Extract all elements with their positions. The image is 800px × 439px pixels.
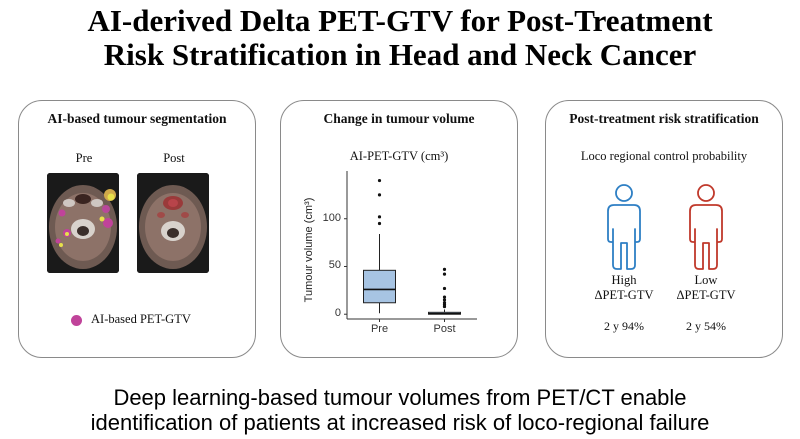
- outlier-point: [442, 295, 447, 299]
- panel-segmentation-title: AI-based tumour segmentation: [47, 111, 227, 126]
- group-high-value: 2 y 94%: [604, 319, 644, 333]
- x-tick-label: Post: [433, 323, 456, 335]
- chart-subtitle: AI-PET-GTV (cm³): [349, 149, 449, 163]
- group-low-value: 2 y 54%: [686, 319, 726, 333]
- legend-dot: [71, 315, 82, 326]
- pre-scan-image: [47, 173, 119, 273]
- title-line-2: Risk Stratification in Head and Neck Can…: [103, 37, 697, 72]
- group-low-label: Low ΔPET-GTV: [666, 273, 746, 303]
- outlier-point: [377, 221, 382, 226]
- risk-subtitle: Loco regional control probability: [580, 149, 748, 163]
- y-tick-label: 100: [322, 211, 341, 224]
- person-icon-low: [689, 184, 723, 270]
- outlier-point: [377, 215, 382, 219]
- y-tick-label: 50: [328, 259, 341, 272]
- panel-volume-title: Change in tumour volume: [323, 111, 475, 126]
- post-scan-graphic: [137, 173, 209, 273]
- group-low-metric: ΔPET-GTV: [676, 288, 736, 302]
- y-tick-label: 0: [334, 307, 341, 320]
- boxplot-chart: [344, 171, 477, 322]
- outlier-point: [442, 272, 447, 276]
- outlier-point: [442, 286, 447, 291]
- outlier-point: [442, 267, 447, 271]
- person-icon-high: [607, 184, 641, 270]
- outlier-point: [442, 298, 447, 302]
- x-tick-label: Pre: [370, 323, 389, 335]
- group-high-level: High: [611, 273, 637, 287]
- title-line-1: AI-derived Delta PET-GTV for Post-Treatm…: [87, 3, 713, 38]
- panel-volume-change: Change in tumour volume AI-PET-GTV (cm³)…: [280, 100, 518, 358]
- legend-label: AI-based PET-GTV: [91, 312, 191, 326]
- person-icons: [607, 184, 723, 270]
- outlier-point: [442, 301, 447, 305]
- footer-line-1: Deep learning-based tumour volumes from …: [113, 385, 687, 410]
- box-pre: [363, 269, 396, 304]
- main-title: AI-derived Delta PET-GTV for Post-Treatm…: [0, 4, 800, 72]
- footer-summary: Deep learning-based tumour volumes from …: [0, 385, 800, 435]
- group-low-level: Low: [694, 273, 718, 287]
- post-label: Post: [163, 151, 185, 165]
- footer-line-2: identification of patients at increased …: [90, 410, 710, 435]
- panel-risk-stratification: Post-treatment risk stratification Loco …: [545, 100, 783, 358]
- pre-label: Pre: [75, 151, 93, 165]
- pre-scan-graphic: [47, 173, 119, 273]
- post-scan-image: [137, 173, 209, 273]
- group-high-metric: ΔPET-GTV: [594, 288, 654, 302]
- panel-segmentation: AI-based tumour segmentation Pre Post: [18, 100, 256, 358]
- panel-risk-title: Post-treatment risk stratification: [569, 111, 759, 126]
- outlier-point: [377, 193, 382, 197]
- group-high-label: High ΔPET-GTV: [584, 273, 664, 303]
- outlier-point: [377, 178, 382, 183]
